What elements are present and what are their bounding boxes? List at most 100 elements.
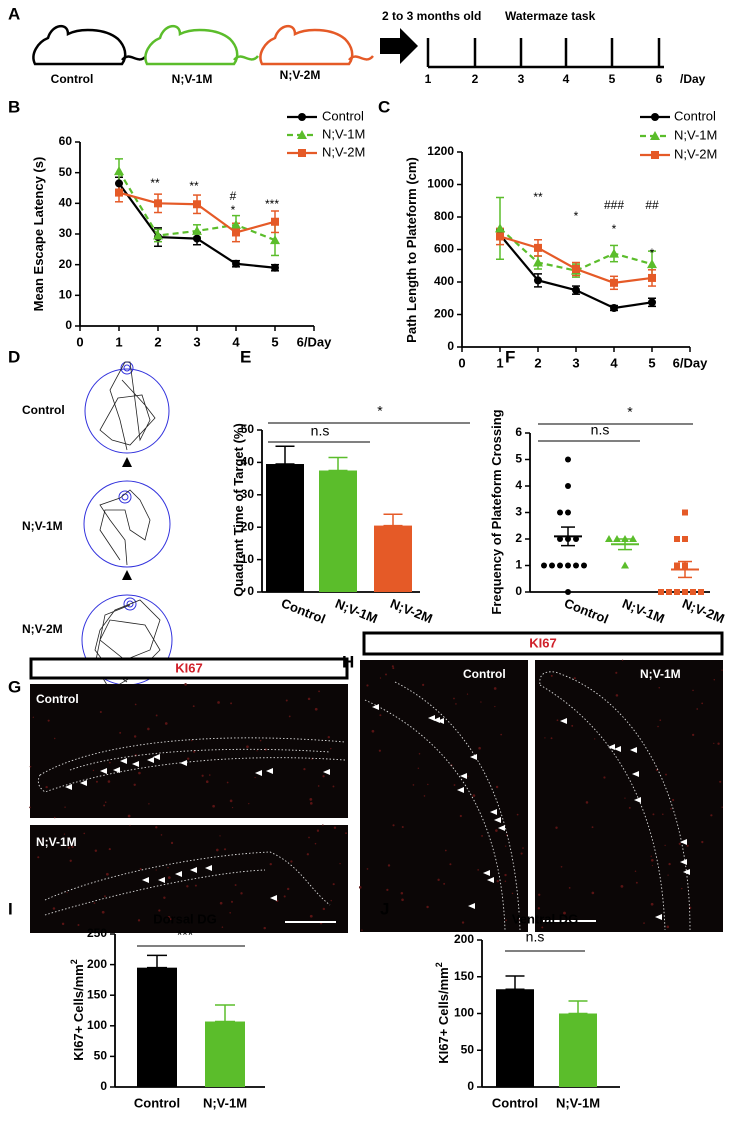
noise-dot (366, 684, 369, 687)
y-tick-label: 0 (65, 318, 72, 332)
legend-label: N;V-1M (674, 127, 717, 142)
noise-dot (288, 715, 291, 718)
noise-dot (264, 748, 267, 751)
y-tick-label: 2 (515, 531, 522, 545)
noise-dot (459, 814, 462, 818)
noise-dot (563, 911, 566, 915)
noise-dot (217, 701, 220, 704)
noise-dot (478, 746, 481, 750)
y-tick-label: 0 (467, 1079, 474, 1093)
arrowhead (437, 718, 444, 724)
noise-dot (550, 737, 553, 740)
noise-dot (94, 849, 98, 852)
noise (537, 659, 723, 929)
noise-dot (322, 907, 326, 911)
noise-dot (192, 705, 195, 708)
noise-dot (158, 909, 161, 912)
noise-dot (472, 794, 476, 797)
panel-label: C (378, 97, 390, 116)
marker (565, 509, 571, 516)
noise-dot (53, 816, 56, 819)
marker (193, 234, 201, 243)
noise-dot (119, 731, 122, 734)
marker (565, 456, 571, 463)
noise-dot (652, 813, 655, 816)
noise-dot (71, 845, 74, 848)
noise-dot (155, 869, 157, 871)
y-tick-label: 200 (454, 932, 474, 946)
noise-dot (594, 738, 596, 740)
noise-dot (303, 768, 306, 771)
y-tick-label: 50 (59, 165, 73, 179)
x-tick-label: 5 (648, 355, 655, 370)
bar (319, 470, 357, 592)
marker (114, 166, 124, 176)
annotation: # (230, 189, 237, 203)
y-tick-label: 10 (241, 552, 255, 566)
marker (154, 199, 162, 208)
marker (698, 589, 704, 595)
noise-dot (686, 844, 689, 847)
x-tick-label: N;V-1M (556, 1095, 600, 1110)
y-tick-label: 250 (87, 926, 107, 940)
noise-dot (392, 824, 395, 827)
error-bar (383, 513, 403, 527)
marker (541, 562, 547, 569)
noise-dot (330, 747, 332, 750)
noise-dot (371, 729, 375, 733)
noise-dot (167, 876, 171, 879)
y-tick-label: 50 (461, 1042, 475, 1056)
marker (565, 562, 571, 569)
arrowhead (614, 746, 621, 752)
noise-dot (186, 757, 190, 760)
noise-dot (105, 872, 109, 876)
stain-label: KI67 (175, 660, 202, 675)
y-tick-label: 50 (94, 1049, 108, 1063)
noise-dot (713, 742, 715, 745)
legend-marker (297, 130, 307, 139)
noise-dot (444, 849, 447, 852)
noise-dot (138, 771, 141, 775)
noise-dot (307, 697, 311, 701)
error-bar (568, 1000, 588, 1015)
noise-dot (285, 699, 288, 702)
marker (573, 536, 579, 542)
error-bar (328, 456, 348, 472)
noise-dot (422, 683, 425, 686)
x-tick-label: 0 (76, 334, 83, 349)
arrowhead (494, 817, 501, 823)
noise-dot (650, 855, 652, 858)
noise-dot (318, 690, 320, 693)
noise-dot (309, 802, 313, 805)
bar (137, 967, 177, 1087)
x-tick-label: 0 (458, 355, 465, 370)
noise-dot (516, 813, 519, 816)
noise-dot (361, 929, 363, 931)
day-label: 4 (563, 72, 570, 86)
marker (495, 223, 505, 233)
annotation: n.s (526, 929, 545, 945)
y-tick-label: 400 (434, 274, 454, 288)
noise-dot (560, 865, 563, 868)
noise-dot (77, 923, 80, 926)
noise-dot (401, 825, 404, 829)
y-tick-label: 4 (515, 478, 522, 492)
y-tick-label: 40 (241, 455, 255, 469)
marker (565, 589, 571, 595)
noise-dot (386, 888, 389, 892)
noise-dot (164, 722, 168, 725)
x-tick-label: Control (562, 595, 610, 626)
noise-dot (494, 705, 496, 708)
marker (621, 561, 629, 569)
y-tick-label: 6 (515, 425, 522, 439)
arrowhead (608, 744, 615, 750)
marker (682, 509, 688, 516)
noise-dot (628, 806, 631, 809)
group-label: Control (463, 667, 506, 681)
panel-label: A (8, 4, 20, 23)
arrowhead (113, 767, 120, 773)
marker (573, 562, 579, 569)
annotation: n.s (591, 422, 610, 438)
noise-dot (643, 922, 645, 924)
annotation: n.s (311, 423, 330, 439)
